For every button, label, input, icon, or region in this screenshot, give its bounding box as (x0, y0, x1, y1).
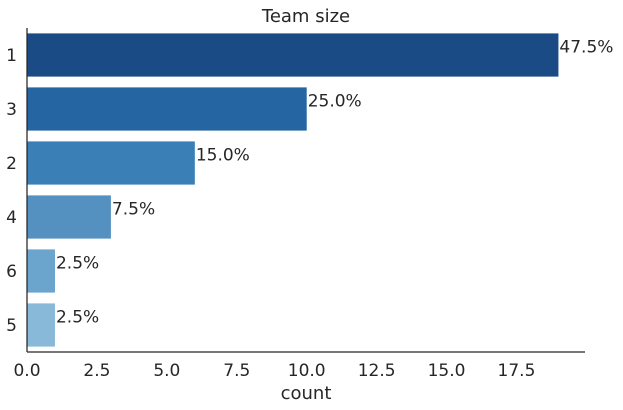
x-tick-label: 7.5 (223, 361, 250, 381)
x-tick-label: 0.0 (13, 361, 40, 381)
bar-5 (27, 303, 55, 347)
data-label-1: 47.5% (559, 37, 613, 57)
data-label-6: 2.5% (56, 253, 99, 273)
data-label-4: 7.5% (112, 199, 155, 219)
bar-1 (27, 33, 559, 77)
x-tick-label: 2.5 (83, 361, 110, 381)
x-tick-label: 12.5 (358, 361, 396, 381)
chart-title: Team size (261, 6, 350, 27)
y-tick-label-4: 4 (6, 208, 17, 228)
x-tick-label: 5.0 (153, 361, 180, 381)
y-tick-label-2: 2 (6, 154, 17, 174)
bar-2 (27, 141, 195, 185)
data-label-5: 2.5% (56, 307, 99, 327)
bar-3 (27, 87, 307, 131)
x-axis-ticks: 0.0 2.5 5.0 7.5 10.0 12.5 15.0 17.5 (13, 361, 535, 381)
data-labels-group: 47.5% 25.0% 15.0% 7.5% 2.5% 2.5% (56, 37, 613, 327)
y-tick-label-6: 6 (6, 262, 17, 282)
x-tick-label: 17.5 (498, 361, 536, 381)
data-label-3: 25.0% (308, 91, 362, 111)
data-label-2: 15.0% (196, 145, 250, 165)
bars-group (27, 33, 559, 347)
x-tick-label: 15.0 (428, 361, 466, 381)
y-axis-ticks: 1 3 2 4 6 5 (6, 46, 17, 336)
y-tick-label-5: 5 (6, 316, 17, 336)
bar-6 (27, 249, 55, 293)
y-tick-label-3: 3 (6, 100, 17, 120)
bar-4 (27, 195, 111, 239)
x-tick-label: 10.0 (288, 361, 326, 381)
y-tick-label-1: 1 (6, 46, 17, 66)
x-axis-title: count (281, 383, 332, 404)
